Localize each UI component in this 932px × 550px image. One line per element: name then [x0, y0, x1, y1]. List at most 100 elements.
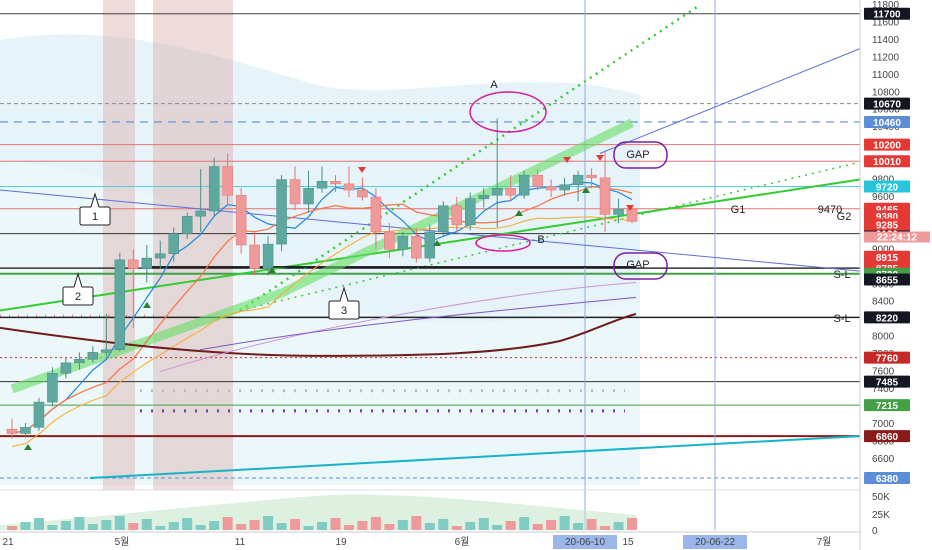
price-tick-label: 9800 [872, 175, 895, 186]
signal-down-icon [563, 157, 571, 163]
candle-body [33, 401, 45, 428]
candle-body [438, 205, 449, 233]
price-badge-label: 8220 [876, 313, 899, 324]
annotation-label: 9470 [818, 204, 842, 216]
candle-body [599, 177, 611, 215]
signal-up-icon [143, 302, 151, 308]
callout-label: 2 [75, 291, 81, 303]
time-tick-label: 19 [335, 537, 347, 548]
volume-tick-label: 25K [872, 510, 890, 521]
circle-b [475, 234, 531, 252]
price-tick-label: 11400 [872, 35, 900, 46]
candle-body [572, 174, 584, 186]
price-badge [864, 472, 910, 485]
countdown-label: 22:24:12 [877, 232, 917, 243]
price-tick-label: 11600 [872, 17, 900, 28]
candle-body [276, 179, 287, 245]
candle-body [87, 352, 99, 360]
annotation-label: GAP [626, 149, 649, 161]
signal-up-icon [582, 187, 590, 193]
volume-bar [114, 516, 125, 530]
callout-label: 1 [92, 211, 98, 223]
time-tick-label: 7월 [817, 536, 832, 548]
candle-body [316, 181, 328, 189]
price-badge-label: 6380 [876, 474, 899, 485]
price-tick-label: 10800 [872, 87, 900, 98]
candle-body [505, 188, 516, 196]
date-highlight-label: 20-06-10 [565, 537, 605, 548]
volume-bar [573, 523, 584, 530]
candle-body [249, 244, 260, 269]
annotation-label: A [490, 79, 498, 91]
highlight-band [153, 0, 233, 490]
price-badge [864, 115, 910, 128]
time-tick-label: 21 [2, 537, 14, 548]
price-badge-label: 9380 [876, 212, 899, 223]
time-tick-label: 5월 [115, 536, 130, 548]
candle-body [208, 166, 220, 212]
candle-body [357, 189, 368, 198]
volume-bar [182, 518, 193, 530]
volume-bar [411, 516, 422, 530]
price-badge-label: 9720 [876, 183, 899, 194]
candle-body [370, 196, 382, 233]
candle-body [262, 243, 274, 269]
volume-bar [465, 522, 476, 530]
price-badge [864, 155, 910, 168]
volume-bar [168, 522, 179, 530]
candle-body [491, 188, 503, 196]
volume-tick-label: 0 [872, 526, 878, 537]
candle-body [626, 208, 638, 222]
price-badge-label: 6860 [876, 432, 899, 443]
candle-body [586, 174, 597, 179]
signal-up-icon [515, 210, 523, 216]
volume-bar [155, 526, 166, 530]
candle-body [465, 198, 476, 226]
price-badge-label: 7485 [876, 378, 899, 389]
callout-bubble [79, 192, 111, 226]
ma-violet [159, 282, 637, 373]
volume-bar [451, 526, 462, 530]
price-badge [864, 311, 910, 324]
volume-bar [478, 518, 489, 530]
price-tick-label: 9000 [872, 244, 895, 255]
volume-area [0, 494, 636, 530]
dotted-trend-line-2 [239, 161, 861, 312]
volume-bar [249, 520, 260, 530]
callout-bubble [62, 272, 94, 306]
last-price-badge [864, 218, 910, 231]
candle-body [128, 259, 139, 269]
price-badge [864, 273, 910, 286]
last-price-label: 9285 [876, 220, 899, 231]
price-tick-label: 6600 [872, 454, 895, 465]
volume-bar [60, 521, 71, 530]
candle-body [74, 359, 85, 364]
candle-body [397, 236, 409, 250]
trend-line-blue-2 [599, 48, 861, 154]
countdown-badge [864, 231, 930, 243]
price-axis[interactable]: 6400660068007000720074007600780080008200… [859, 0, 932, 550]
price-tick-label: 7400 [872, 384, 895, 395]
price-badge [864, 7, 910, 20]
time-axis[interactable]: 21 5월 11 19 6월 15 7월 20-06-10 20-06-22 [0, 531, 860, 549]
candle-body [168, 233, 179, 254]
candle-body [289, 179, 301, 205]
volume-bars [0, 489, 860, 530]
time-tick-label: 15 [622, 537, 634, 548]
volume-bar [613, 522, 624, 530]
volume-bar [505, 521, 516, 530]
price-tick-label: 8000 [872, 332, 895, 343]
circle-a [469, 91, 547, 133]
signal-down-icon [626, 205, 634, 211]
annotation-label: S-L [833, 269, 850, 281]
highlight-band [103, 0, 135, 490]
volume-bar [357, 521, 368, 530]
volume-bar [209, 521, 220, 530]
volume-bar [7, 526, 17, 530]
callout-label: 3 [341, 305, 347, 317]
volume-bar [263, 516, 274, 530]
annotation-label: GAP [626, 259, 649, 271]
volume-bar [424, 523, 435, 530]
